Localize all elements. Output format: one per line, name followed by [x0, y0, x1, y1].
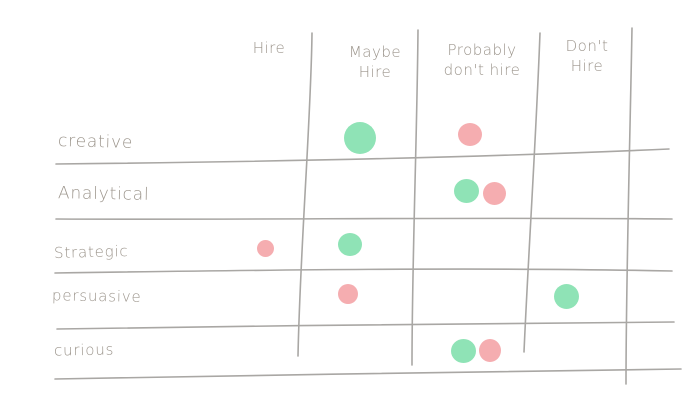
dot-creative-maybe-hire	[344, 122, 376, 154]
row-label-curious: curious	[53, 340, 115, 360]
dot-strategic-maybe-hire	[338, 233, 362, 256]
row-label-analytical: Analytical	[57, 183, 150, 205]
row-divider	[55, 148, 670, 165]
dot-curious-probably-dont-hire	[451, 339, 476, 363]
dot-analytical-probably-dont-hire	[454, 179, 479, 203]
column-divider	[411, 29, 419, 366]
column-label-probably-dont-hire: Probably don't hire	[443, 41, 521, 79]
column-label-dont-hire: Don't Hire	[565, 37, 609, 75]
row-label-creative: creative	[57, 131, 134, 153]
row-label-strategic: Strategic	[53, 242, 129, 262]
dot-persuasive-maybe-hire	[338, 284, 358, 304]
row-divider	[55, 217, 673, 221]
dot-persuasive-dont-hire	[554, 284, 579, 309]
dot-curious-probably-dont-hire	[479, 339, 501, 362]
column-divider	[297, 32, 313, 357]
dot-analytical-probably-dont-hire	[483, 182, 506, 205]
row-divider	[54, 268, 673, 274]
dot-creative-probably-dont-hire	[458, 123, 482, 146]
column-divider	[523, 32, 541, 353]
column-label-maybe-hire: Maybe Hire	[348, 43, 402, 81]
dot-strategic-hire	[257, 240, 274, 257]
column-divider	[625, 27, 633, 385]
row-label-persuasive: persuasive	[51, 286, 142, 306]
row-divider	[54, 368, 682, 380]
row-divider	[56, 321, 675, 330]
column-label-hire: Hire	[252, 39, 286, 57]
